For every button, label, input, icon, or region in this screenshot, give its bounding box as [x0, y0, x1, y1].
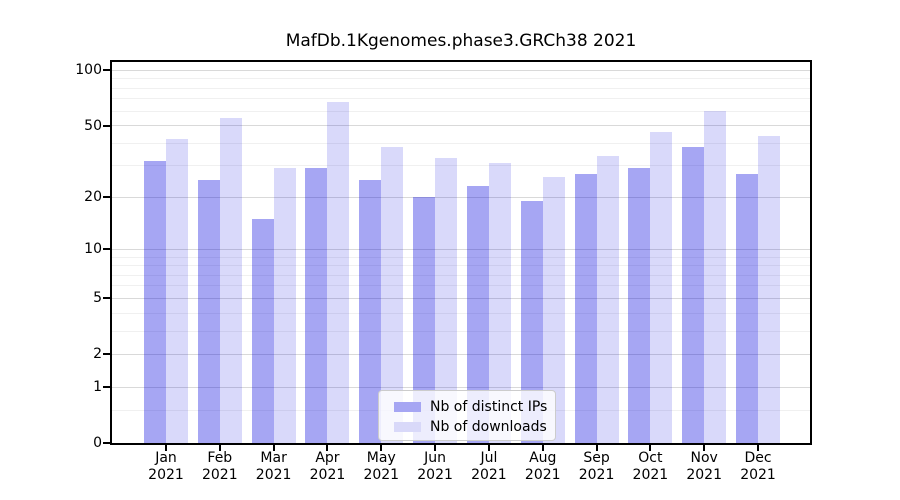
gridline-minor: [112, 142, 810, 144]
x-tick: [595, 445, 598, 451]
bar-distinct-ips-nov: [682, 147, 705, 443]
bar-downloads-jun: [435, 158, 458, 443]
gridline-minor: [112, 110, 810, 112]
plot-area: [110, 60, 812, 445]
y-tick-label: 20: [84, 189, 102, 206]
legend-swatch-distinct-ips: [394, 402, 421, 412]
gridline-minor: [112, 165, 810, 167]
x-tick-label: Oct 2021: [632, 450, 669, 483]
bar-distinct-ips-jul: [466, 186, 489, 443]
bar-downloads-sep: [596, 156, 619, 443]
y-tick-label: 1: [93, 379, 102, 396]
x-tick: [218, 445, 221, 451]
x-tick-label: Jan 2021: [148, 450, 184, 483]
x-tick-label: Dec 2021: [740, 450, 776, 483]
x-tick-label: Aug 2021: [524, 450, 561, 483]
x-tick: [757, 445, 760, 451]
legend-swatch-downloads: [394, 422, 421, 432]
x-tick: [703, 445, 706, 451]
y-tick-label: 10: [84, 241, 102, 258]
y-tick-label: 2: [93, 346, 102, 363]
gridline-major: [112, 196, 810, 198]
y-tick: [103, 353, 110, 356]
gridline-minor: [112, 87, 810, 89]
y-tick-label: 100: [75, 62, 102, 79]
legend-row-distinct-ips: Nb of distinct IPs: [394, 397, 555, 417]
chart-title: MafDb.1Kgenomes.phase3.GRCh38 2021: [285, 31, 637, 51]
bar-downloads-mar: [273, 168, 296, 443]
bar-downloads-may: [381, 147, 404, 443]
bar-downloads-oct: [650, 132, 673, 443]
gridline-major: [112, 248, 810, 250]
gridline-minor: [112, 274, 810, 276]
bar-downloads-jan: [166, 139, 188, 443]
x-tick: [165, 445, 167, 451]
gridline-minor: [112, 98, 810, 100]
x-tick: [326, 445, 329, 451]
x-tick: [541, 445, 544, 451]
x-tick-label: Nov 2021: [686, 450, 722, 483]
bar-distinct-ips-jan: [144, 160, 166, 443]
y-tick-label: 0: [93, 435, 102, 451]
legend-label-distinct-ips: Nb of distinct IPs: [430, 399, 548, 415]
gridline-major: [112, 125, 810, 127]
bar-downloads-dec: [758, 135, 781, 443]
x-tick: [272, 445, 275, 451]
bar-downloads-apr: [327, 102, 350, 443]
gridline-major: [112, 69, 810, 71]
gridline-minor: [112, 330, 810, 332]
gridline-minor: [112, 285, 810, 287]
gridline-major: [112, 353, 810, 355]
bar-downloads-nov: [704, 111, 727, 443]
y-tick: [103, 442, 110, 444]
x-tick-label: Sep 2021: [578, 450, 615, 483]
bar-downloads-feb: [219, 118, 242, 443]
bar-distinct-ips-may: [359, 180, 382, 443]
bar-distinct-ips-feb: [197, 180, 220, 443]
bar-distinct-ips-sep: [574, 174, 597, 443]
bar-distinct-ips-mar: [251, 219, 274, 443]
bar-distinct-ips-oct: [628, 168, 651, 443]
gridline-minor: [112, 256, 810, 258]
x-tick: [434, 445, 437, 451]
y-tick: [103, 124, 110, 127]
x-tick-label: Jul 2021: [471, 450, 507, 483]
bar-distinct-ips-jun: [413, 197, 436, 443]
legend-label-downloads: Nb of downloads: [430, 419, 547, 435]
x-tick: [649, 445, 652, 451]
bar-distinct-ips-apr: [305, 168, 328, 443]
y-tick: [103, 248, 110, 251]
y-tick: [103, 196, 110, 199]
bar-distinct-ips-dec: [736, 174, 759, 443]
gridline-minor: [112, 78, 810, 80]
plot-inner: [112, 62, 810, 443]
x-tick-label: Mar 2021: [255, 450, 292, 483]
y-tick-label: 50: [84, 117, 102, 134]
legend: Nb of distinct IPs Nb of downloads: [378, 390, 556, 441]
y-tick: [103, 297, 110, 300]
x-tick-label: Feb 2021: [201, 450, 238, 483]
y-tick: [103, 386, 110, 389]
x-tick-label: Apr 2021: [309, 450, 346, 483]
x-tick: [380, 445, 383, 451]
bar-downloads-jul: [488, 163, 511, 443]
gridline-minor: [112, 312, 810, 314]
gridline-major: [112, 386, 810, 388]
x-tick: [487, 445, 490, 451]
x-tick-label: Jun 2021: [417, 450, 453, 483]
y-tick: [103, 69, 110, 72]
gridline-minor: [112, 265, 810, 267]
bar-distinct-ips-aug: [520, 201, 543, 443]
bar-downloads-aug: [542, 176, 565, 443]
gridline-major: [112, 297, 810, 299]
x-tick-label: May 2021: [363, 450, 400, 483]
legend-row-downloads: Nb of downloads: [394, 417, 555, 437]
y-tick-label: 5: [93, 290, 102, 307]
